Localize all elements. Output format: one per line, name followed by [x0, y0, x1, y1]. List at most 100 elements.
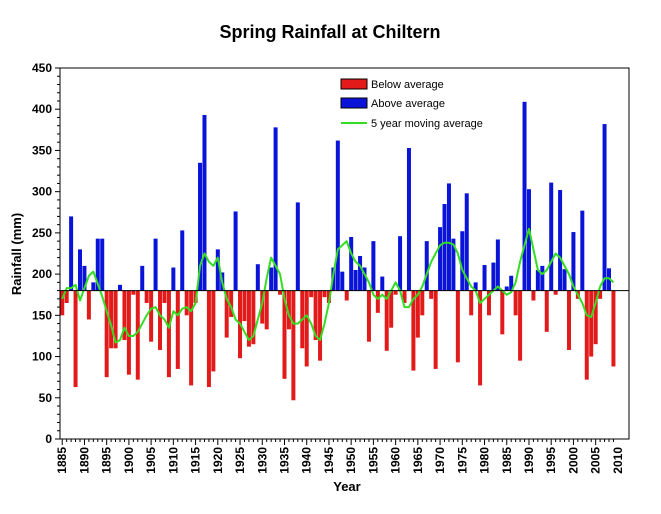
bar-1910 — [171, 267, 176, 291]
bar-1960 — [393, 290, 398, 295]
bar-1975 — [460, 231, 465, 291]
bar-1982 — [491, 262, 496, 291]
bar-1897 — [113, 290, 118, 349]
bar-1966 — [420, 290, 425, 316]
x-tick-label-1940: 1940 — [300, 447, 314, 474]
bar-1987 — [513, 290, 518, 316]
bar-1961 — [398, 236, 403, 291]
bar-1992 — [535, 269, 540, 291]
bar-1973 — [451, 238, 456, 291]
plot-frame — [59, 67, 630, 440]
bar-1983 — [495, 239, 500, 291]
x-tick-label-1905: 1905 — [144, 447, 158, 474]
bar-1933 — [273, 127, 278, 291]
x-tick-label-2005: 2005 — [589, 447, 603, 474]
x-tick-label-1895: 1895 — [100, 447, 114, 474]
bar-1948 — [340, 271, 345, 291]
bar-1900 — [126, 290, 131, 375]
bar-2004 — [589, 290, 594, 357]
x-tick-label-1990: 1990 — [522, 447, 536, 474]
legend-swatch-below — [340, 78, 368, 90]
bar-1932 — [269, 267, 274, 291]
x-tick-label-1925: 1925 — [233, 447, 247, 474]
bar-1957 — [380, 276, 385, 291]
bar-1935 — [282, 290, 287, 379]
bar-2009 — [611, 290, 616, 367]
bar-1941 — [309, 290, 314, 298]
bar-1969 — [433, 290, 438, 369]
x-tick-label-1945: 1945 — [322, 447, 336, 474]
bar-1913 — [184, 290, 189, 316]
bar-1967 — [424, 241, 429, 291]
legend-swatch-above — [340, 97, 368, 109]
bar-1908 — [162, 290, 167, 303]
bar-1919 — [211, 290, 216, 372]
bar-1931 — [264, 290, 269, 330]
bar-1976 — [464, 193, 469, 291]
legend-label-below: Below average — [371, 79, 444, 91]
moving-average-line — [61, 227, 615, 344]
x-axis-label: Year — [333, 479, 360, 494]
bar-1896 — [109, 290, 114, 349]
y-tick-label-300: 300 — [32, 185, 52, 199]
x-tick-label-2010: 2010 — [611, 447, 625, 474]
bar-1963 — [406, 147, 411, 291]
bar-1918 — [206, 290, 211, 388]
bar-1959 — [389, 290, 394, 328]
bar-1998 — [562, 269, 567, 291]
bar-1912 — [180, 230, 185, 291]
bar-1996 — [553, 290, 558, 295]
y-tick-label-200: 200 — [32, 267, 52, 281]
bar-1940 — [304, 290, 309, 367]
y-tick-label-350: 350 — [32, 143, 52, 157]
bar-1914 — [189, 290, 194, 386]
bar-1954 — [366, 290, 371, 342]
bar-1944 — [322, 290, 327, 298]
y-tick-label-50: 50 — [39, 391, 53, 405]
y-axis-label: Rainfall (mm) — [9, 213, 24, 295]
bar-1899 — [122, 290, 127, 341]
x-tick-label-1985: 1985 — [500, 447, 514, 474]
bar-1903 — [140, 265, 145, 291]
bar-1889 — [78, 249, 82, 291]
x-tick-label-1900: 1900 — [122, 447, 136, 474]
x-tick-label-1915: 1915 — [189, 447, 203, 474]
bar-1885 — [60, 290, 65, 316]
bar-1911 — [175, 290, 180, 369]
bar-1986 — [509, 275, 514, 291]
bar-2005 — [593, 290, 598, 345]
bar-1950 — [349, 237, 354, 291]
bar-2006 — [598, 290, 603, 299]
bar-1904 — [144, 290, 149, 303]
bar-1974 — [455, 290, 460, 363]
x-tick-label-2000: 2000 — [566, 447, 580, 474]
bar-1922 — [224, 290, 229, 338]
x-tick-label-1955: 1955 — [366, 447, 380, 474]
bar-1964 — [411, 290, 416, 371]
bar-1937 — [291, 290, 296, 401]
bar-1985 — [504, 286, 509, 291]
bars-group — [60, 101, 616, 401]
x-tick-label-1970: 1970 — [433, 447, 447, 474]
bar-1953 — [362, 267, 367, 291]
bar-1891 — [86, 290, 91, 320]
bar-1965 — [415, 290, 420, 338]
legend-label-moving-average: 5 year moving average — [371, 118, 483, 130]
bar-1984 — [500, 290, 505, 335]
y-tick-label-450: 450 — [32, 61, 52, 75]
bar-1994 — [544, 290, 549, 332]
bar-1895 — [104, 290, 109, 378]
bar-1916 — [198, 162, 203, 291]
x-tick-label-1960: 1960 — [389, 447, 403, 474]
x-tick-label-1890: 1890 — [77, 447, 91, 474]
bar-2007 — [602, 124, 607, 291]
x-tick-label-1930: 1930 — [255, 447, 269, 474]
y-tick-label-400: 400 — [32, 102, 52, 116]
bar-1936 — [286, 290, 291, 330]
x-tick-label-1920: 1920 — [211, 447, 225, 474]
bar-1990 — [526, 189, 531, 291]
bar-1898 — [118, 284, 123, 291]
bar-1970 — [438, 227, 443, 291]
bar-1906 — [153, 238, 158, 291]
